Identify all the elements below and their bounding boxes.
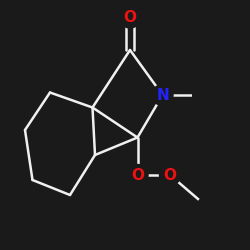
Circle shape xyxy=(193,88,207,102)
Text: O: O xyxy=(124,10,136,25)
Circle shape xyxy=(160,164,180,186)
Text: N: N xyxy=(156,88,169,102)
Circle shape xyxy=(120,7,141,28)
Circle shape xyxy=(127,164,148,186)
Text: O: O xyxy=(164,168,176,182)
Circle shape xyxy=(152,84,173,105)
Text: O: O xyxy=(131,168,144,182)
Circle shape xyxy=(198,198,212,212)
